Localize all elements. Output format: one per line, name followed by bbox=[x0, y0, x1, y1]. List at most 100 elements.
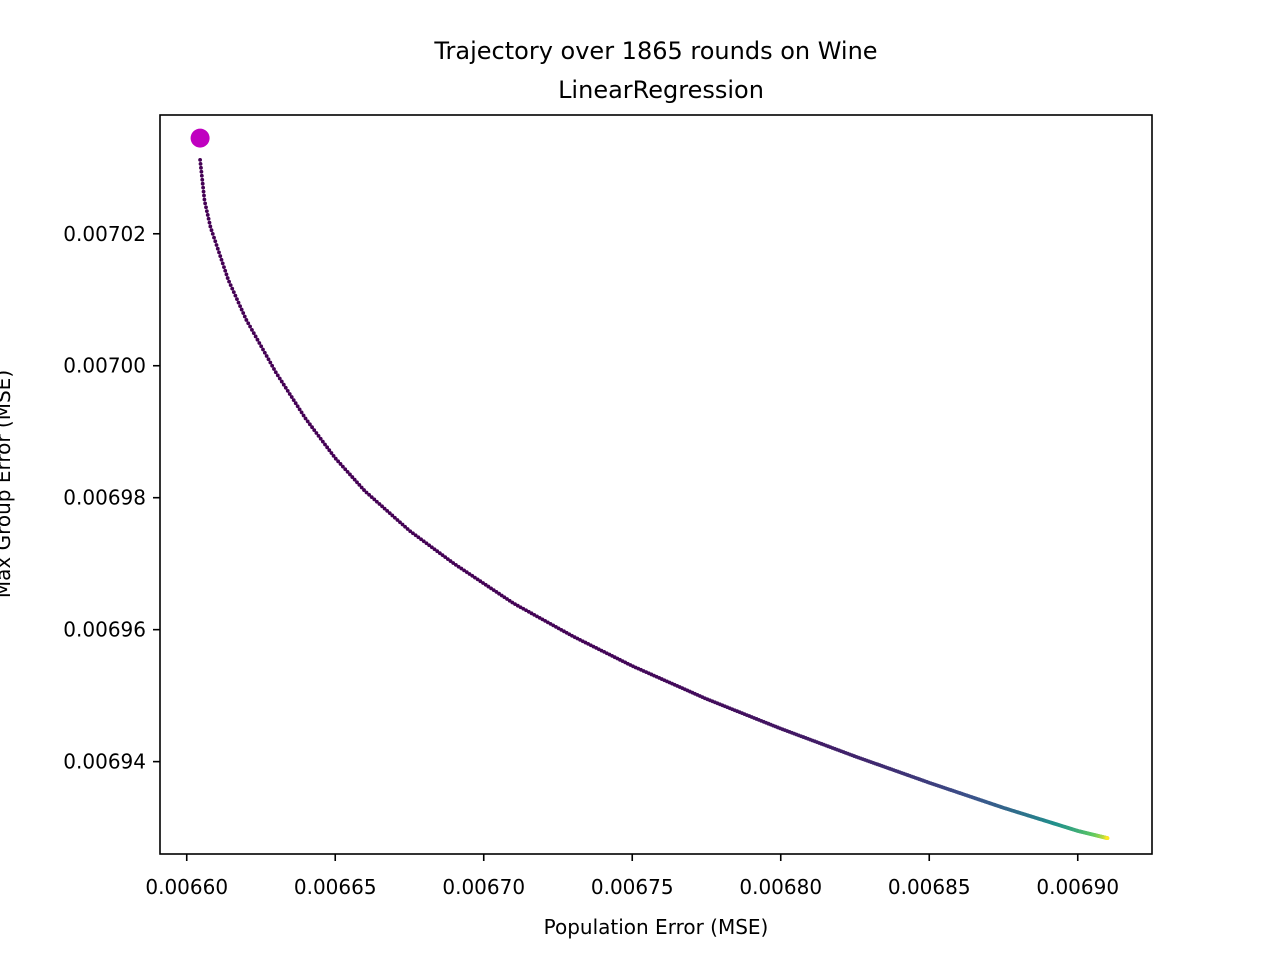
trajectory-point bbox=[359, 485, 364, 490]
trajectory-point bbox=[199, 165, 203, 170]
trajectory-point bbox=[287, 392, 292, 396]
trajectory-point bbox=[427, 543, 432, 548]
trajectory-point bbox=[513, 602, 517, 607]
trajectory-point bbox=[470, 573, 475, 578]
trajectory-point bbox=[277, 376, 282, 381]
trajectory-point bbox=[486, 584, 491, 589]
trajectory-point bbox=[1105, 836, 1110, 841]
plot-frame bbox=[159, 114, 1153, 855]
trajectory-point bbox=[340, 464, 345, 469]
trajectory-point bbox=[327, 448, 332, 453]
trajectory-point bbox=[223, 268, 228, 273]
trajectory-point bbox=[312, 428, 317, 432]
trajectory-point bbox=[462, 568, 466, 573]
trajectory-point bbox=[235, 297, 239, 302]
trajectory-point bbox=[285, 388, 290, 393]
trajectory-point bbox=[411, 531, 415, 536]
trajectory-point bbox=[451, 561, 456, 565]
trajectory-point bbox=[233, 293, 238, 298]
trajectory-point bbox=[205, 213, 210, 217]
trajectory-point bbox=[310, 425, 314, 430]
trajectory-point bbox=[491, 588, 496, 593]
trajectory-point bbox=[392, 515, 397, 520]
trajectory-point bbox=[200, 181, 205, 186]
trajectory-point bbox=[459, 566, 464, 571]
trajectory-point bbox=[377, 502, 382, 506]
trajectory-point bbox=[424, 541, 429, 546]
trajectory-point bbox=[224, 272, 229, 277]
trajectory-point bbox=[429, 545, 434, 550]
trajectory-point bbox=[209, 228, 214, 233]
trajectory-point bbox=[478, 579, 483, 584]
trajectory-point bbox=[403, 524, 407, 529]
y-tick-label: 0.00696 bbox=[63, 618, 146, 642]
x-tick-label: 0.00665 bbox=[294, 875, 377, 899]
trajectory-point bbox=[212, 235, 216, 240]
x-axis-label: Population Error (MSE) bbox=[544, 915, 769, 939]
trajectory-point bbox=[303, 416, 308, 421]
trajectory-point bbox=[246, 321, 251, 326]
trajectory-point bbox=[201, 189, 206, 194]
trajectory-point bbox=[220, 261, 225, 266]
trajectory-point bbox=[440, 553, 445, 558]
trajectory-point bbox=[253, 334, 258, 339]
trajectory-point bbox=[213, 239, 218, 244]
trajectory-point bbox=[369, 495, 374, 500]
trajectory-point bbox=[416, 535, 421, 540]
trajectory-point bbox=[289, 395, 294, 399]
trajectory-point bbox=[307, 422, 312, 427]
trajectory-point bbox=[264, 354, 269, 358]
trajectory-point bbox=[362, 488, 366, 492]
trajectory-point bbox=[222, 265, 226, 269]
trajectory-point bbox=[350, 475, 355, 479]
trajectory-point bbox=[435, 549, 440, 554]
trajectory-point bbox=[494, 590, 499, 594]
trajectory-point bbox=[251, 331, 256, 336]
trajectory-point bbox=[281, 382, 286, 387]
trajectory-point bbox=[432, 547, 437, 552]
trajectory-point bbox=[248, 324, 252, 329]
trajectory-point bbox=[231, 290, 236, 295]
trajectory-point bbox=[421, 539, 426, 544]
trajectory-point bbox=[198, 161, 203, 166]
trajectory-point bbox=[239, 307, 244, 312]
trajectory-point bbox=[244, 318, 249, 322]
trajectory-point bbox=[456, 564, 461, 569]
trajectory-point bbox=[297, 407, 302, 412]
trajectory-point bbox=[398, 520, 402, 525]
trajectory-point bbox=[275, 373, 280, 378]
trajectory-point bbox=[390, 513, 395, 518]
trajectory-point bbox=[301, 413, 306, 418]
trajectory-point bbox=[443, 555, 448, 560]
y-axis: 0.00694 0.00696 0.00698 0.00700 0.00702 bbox=[63, 222, 160, 774]
trajectory-point bbox=[515, 603, 520, 608]
trajectory-point bbox=[320, 439, 325, 444]
trajectory-point bbox=[395, 518, 400, 522]
trajectory-point bbox=[489, 586, 493, 591]
trajectory-point bbox=[343, 467, 348, 472]
trajectory-point bbox=[202, 193, 206, 198]
trajectory-point bbox=[445, 557, 450, 562]
y-tick-label: 0.00694 bbox=[63, 750, 146, 774]
trajectory-point bbox=[400, 522, 405, 527]
trajectory-point bbox=[291, 398, 296, 403]
trajectory-point bbox=[437, 551, 442, 556]
trajectory-point bbox=[405, 527, 410, 531]
chart-title: Trajectory over 1865 rounds on Wine bbox=[433, 37, 877, 65]
trajectory-point bbox=[419, 537, 423, 542]
x-tick-label: 0.00675 bbox=[591, 875, 674, 899]
trajectory-point bbox=[208, 224, 213, 229]
trajectory-point bbox=[257, 341, 262, 345]
trajectory-point bbox=[230, 286, 235, 291]
start-marker bbox=[190, 128, 210, 148]
trajectory-point bbox=[338, 462, 343, 466]
trajectory-point bbox=[325, 445, 330, 450]
trajectory-point bbox=[283, 385, 288, 390]
trajectory-point bbox=[357, 482, 362, 487]
trajectory-point bbox=[266, 357, 271, 362]
trajectory-point bbox=[272, 367, 276, 371]
y-tick-label: 0.00700 bbox=[63, 354, 146, 378]
trajectory-point bbox=[262, 350, 267, 355]
trajectory-point bbox=[218, 254, 223, 258]
